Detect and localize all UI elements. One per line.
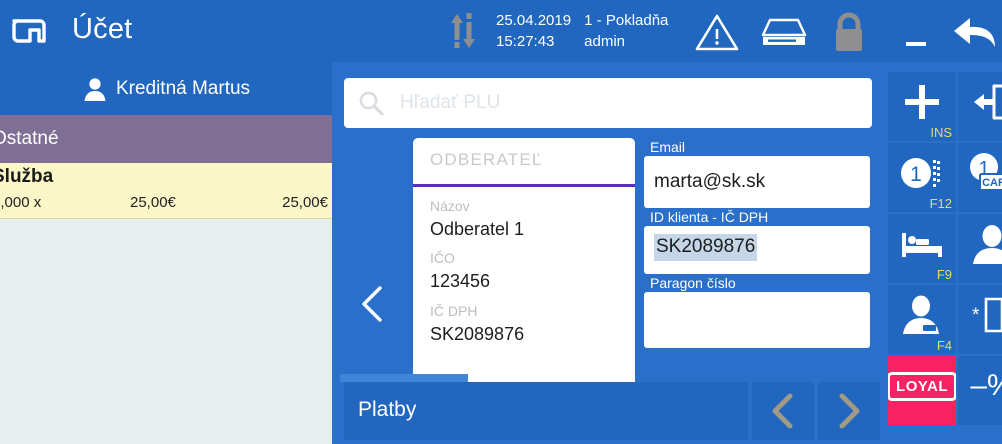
- main-content: ODBERATEĽ Názov Odberatel 1 IČO 123456 I…: [340, 62, 886, 444]
- time-text: 15:27:43: [496, 33, 555, 50]
- receipt-number-field[interactable]: [644, 292, 870, 348]
- person-icon: [958, 214, 1002, 274]
- card-underline: [413, 184, 635, 187]
- split-receipt-button[interactable]: * F: [958, 285, 1002, 354]
- minimize-button[interactable]: [898, 12, 934, 52]
- user-text: admin: [584, 33, 626, 50]
- document-back-icon: [958, 72, 1002, 132]
- employee-fkey: F4: [936, 338, 952, 353]
- cash-payment-fkey: F12: [929, 196, 952, 211]
- lock-icon[interactable]: [828, 11, 870, 53]
- customer-name-label: Názov: [430, 198, 470, 214]
- minimize-icon: [906, 42, 926, 46]
- customer-icdph-label: IČ DPH: [430, 303, 478, 319]
- customer-icdph-value: SK2089876: [430, 324, 525, 344]
- receipt-number-label: Paragon číslo: [650, 275, 736, 291]
- chevron-left-icon[interactable]: [352, 280, 396, 328]
- search-bar[interactable]: [344, 78, 872, 128]
- room-charge-fkey: F9: [936, 267, 952, 282]
- return-document-button[interactable]: F: [958, 72, 1002, 141]
- svg-text:CARD: CARD: [982, 177, 1002, 189]
- page-title: Účet: [72, 13, 133, 45]
- card-payment-button[interactable]: 1 CARD F: [958, 143, 1002, 212]
- room-charge-button[interactable]: F9: [888, 214, 956, 283]
- payments-prev-button[interactable]: [752, 382, 814, 440]
- cash-payment-button[interactable]: 1 F12: [888, 143, 956, 212]
- item-name: Služba: [0, 166, 54, 187]
- email-label: Email: [650, 139, 686, 155]
- datetime-user-block: 25.04.2019 1 - Pokladňa 15:27:43 admin: [496, 10, 668, 52]
- plus-icon: [888, 72, 956, 132]
- add-item-button[interactable]: INS: [888, 72, 956, 141]
- receipt-customer-bar[interactable]: Kreditná Martus: [0, 62, 332, 115]
- svg-text:*: *: [972, 305, 980, 326]
- customer-ico-label: IČO: [430, 250, 455, 266]
- printer-icon[interactable]: [760, 16, 808, 48]
- back-arrow-icon[interactable]: [952, 10, 998, 54]
- person-icon: [82, 76, 108, 102]
- client-id-label: ID klienta - IČ DPH: [650, 209, 769, 225]
- coin-cash-icon: 1: [888, 143, 956, 203]
- discount-button[interactable]: –%: [958, 356, 1002, 425]
- payments-bar[interactable]: Platby: [344, 382, 748, 440]
- customer-card-title: ODBERATEĽ: [430, 150, 543, 169]
- item-quantity: 1,000 x: [0, 194, 42, 211]
- app-logo-icon[interactable]: [8, 15, 52, 47]
- function-keypad: INS F 1: [888, 62, 1002, 444]
- payments-next-button[interactable]: [818, 382, 880, 440]
- item-unit-price: 25,00€: [130, 194, 176, 211]
- receipt-line-item[interactable]: Služba 1,000 x 25,00€ 25,00€: [0, 163, 332, 219]
- employee-button[interactable]: F4: [888, 285, 956, 354]
- search-icon: [358, 90, 384, 116]
- coin-card-icon: 1 CARD: [958, 143, 1002, 203]
- register-text: 1 - Pokladňa: [584, 12, 669, 29]
- loyal-card-icon: LOYAL: [888, 356, 956, 416]
- customer-name-value: Odberatel 1: [430, 219, 525, 239]
- date-text: 25.04.2019: [496, 12, 572, 29]
- split-receipt-icon: *: [958, 285, 1002, 345]
- chevron-right-icon: [839, 393, 860, 429]
- warning-triangle-icon[interactable]: [694, 12, 740, 52]
- payments-tab-indicator: [340, 374, 468, 382]
- receipt-customer-name: Kreditná Martus: [115, 77, 251, 99]
- bed-icon: [888, 214, 956, 274]
- receipt-group-label: Ostatné: [0, 128, 59, 149]
- sort-updown-icon[interactable]: [448, 10, 484, 52]
- percent-minus-icon: –%: [958, 356, 1002, 416]
- client-id-field[interactable]: [644, 226, 870, 274]
- payments-title: Platby: [358, 398, 417, 421]
- person-badge-icon: [888, 285, 956, 345]
- svg-text:1: 1: [978, 158, 989, 180]
- top-bar: Účet 25.04.2019 1 - Pokladňa: [0, 0, 1002, 62]
- add-item-fkey: INS: [930, 125, 952, 140]
- email-field[interactable]: [644, 156, 870, 208]
- chevron-left-icon: [772, 393, 793, 429]
- loyal-label: LOYAL: [888, 371, 956, 401]
- item-total-price: 25,00€: [282, 194, 328, 211]
- search-input[interactable]: [400, 78, 860, 128]
- loyalty-button[interactable]: LOYAL: [888, 356, 956, 425]
- svg-text:1: 1: [910, 163, 922, 186]
- receipt-panel: Kreditná Martus Ostatné Služba 1,000 x 2…: [0, 62, 332, 444]
- receipt-group-header[interactable]: Ostatné: [0, 115, 332, 163]
- customer-button[interactable]: F: [958, 214, 1002, 283]
- customer-ico-value: 123456: [430, 271, 491, 291]
- discount-label: –%: [970, 369, 1002, 402]
